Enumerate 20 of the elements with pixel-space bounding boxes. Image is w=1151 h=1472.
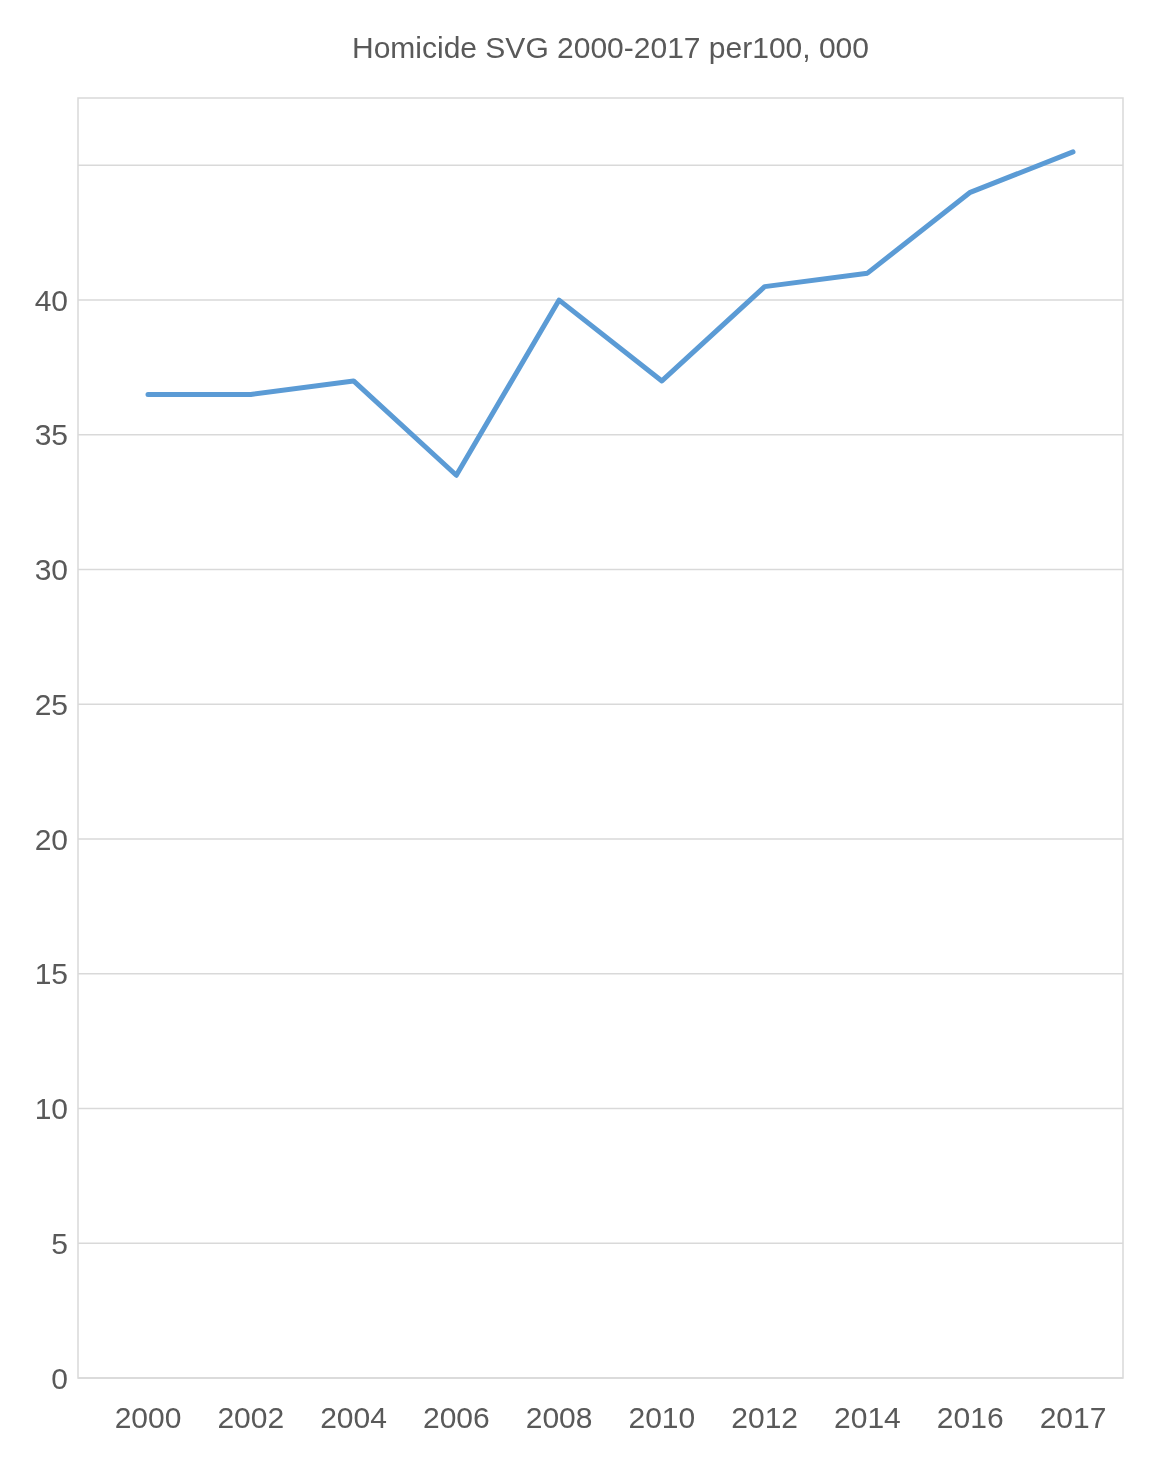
x-tick-label: 2012 bbox=[731, 1401, 799, 1434]
x-tick-label: 2017 bbox=[1039, 1401, 1107, 1434]
x-tick-label: 2014 bbox=[834, 1401, 901, 1434]
chart-title: Homicide SVG 2000-2017 per100, 000 bbox=[351, 31, 870, 64]
x-tick-label: 2004 bbox=[320, 1401, 387, 1434]
y-tick-label: 35 bbox=[34, 418, 68, 452]
x-tick-label: 2000 bbox=[114, 1401, 182, 1434]
x-tick-label: 2006 bbox=[422, 1401, 490, 1434]
x-tick-label: 2008 bbox=[525, 1401, 593, 1434]
x-tick-label: 2002 bbox=[217, 1401, 285, 1434]
y-tick-label: 20 bbox=[34, 822, 68, 856]
y-tick-label: 0 bbox=[51, 1361, 68, 1395]
y-tick-label: 40 bbox=[34, 283, 68, 317]
x-tick-label: 2010 bbox=[628, 1401, 696, 1434]
y-tick-label: 30 bbox=[34, 553, 68, 587]
y-tick-label: 10 bbox=[34, 1092, 68, 1126]
y-tick-label: 15 bbox=[34, 957, 68, 991]
y-tick-label: 5 bbox=[51, 1226, 68, 1260]
x-tick-label: 2016 bbox=[936, 1401, 1004, 1434]
y-tick-label: 25 bbox=[34, 687, 68, 721]
